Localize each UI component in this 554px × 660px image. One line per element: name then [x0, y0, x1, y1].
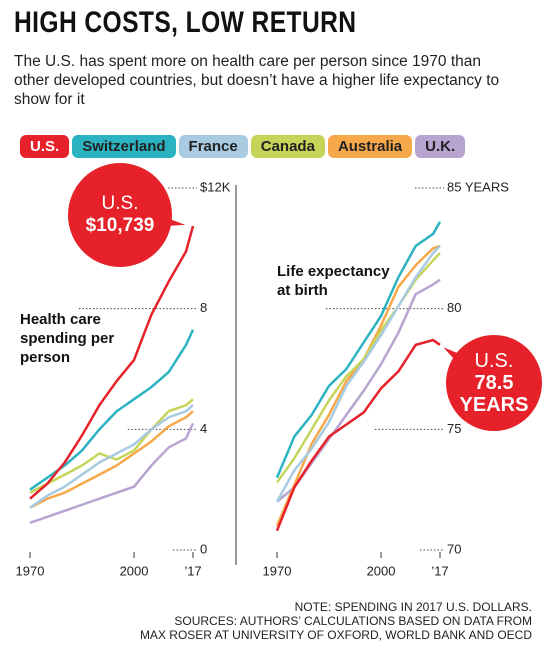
legend-item: France	[178, 135, 248, 158]
legend: U.S. Switzerland France Canada Australia U.K.	[20, 135, 466, 158]
notes: NOTE: SPENDING IN 2017 U.S. DOLLARS. SOU…	[140, 600, 532, 642]
series-line	[29, 398, 194, 494]
legend-item: Switzerland	[72, 135, 176, 158]
y-tick-label: 0	[200, 541, 207, 556]
legend-item: Australia	[327, 135, 413, 158]
value-label: $10,739	[85, 215, 155, 236]
value-label: 78.5 YEARS	[459, 372, 529, 416]
series-line	[29, 422, 195, 525]
title: HIGH COSTS, LOW RETURN	[14, 6, 357, 39]
callout: U.S. 78.5 YEARS	[446, 335, 542, 431]
y-tick-label: 8	[200, 300, 207, 315]
x-tick-label: ’17	[184, 563, 201, 578]
chart-label: Life expectancy at birth	[277, 263, 390, 299]
note: SOURCES: AUTHORS’ CALCULATIONS BASED ON …	[174, 614, 532, 628]
series-line	[275, 252, 441, 484]
x-tick-label: 1970	[16, 563, 45, 578]
y-tick-label: $12K	[200, 179, 231, 194]
chart-label: Health care spending per person	[20, 311, 115, 366]
x-tick-label: ’17	[431, 563, 448, 578]
note: MAX ROSER AT UNIVERSITY OF OXFORD, WORLD…	[139, 628, 532, 642]
x-tick-label: 2000	[120, 563, 149, 578]
series-line	[29, 410, 194, 509]
x-tick-label: 2000	[367, 563, 396, 578]
x-tick-label: 1970	[263, 563, 292, 578]
callout: U.S. $10,739	[68, 163, 172, 267]
y-tick-label: 80	[447, 300, 461, 315]
legend-item: Canada	[250, 135, 325, 158]
y-tick-label: 85 YEARS	[447, 179, 509, 194]
subtitle: The U.S. has spent more on health care p…	[14, 53, 500, 108]
series-line	[275, 221, 442, 479]
note: NOTE: SPENDING IN 2017 U.S. DOLLARS.	[294, 600, 532, 614]
y-tick-label: 70	[447, 541, 461, 556]
y-tick-label: 75	[447, 421, 461, 436]
y-tick-label: 4	[200, 421, 207, 436]
legend-item: U.S.	[20, 135, 70, 158]
series-line	[275, 245, 441, 503]
callout-name: U.S.	[101, 193, 139, 214]
legend-item: U.K.	[415, 135, 466, 158]
series-line	[29, 225, 195, 500]
callout-name: U.S.	[474, 350, 514, 372]
series-line	[29, 404, 194, 509]
series-line	[275, 338, 441, 532]
